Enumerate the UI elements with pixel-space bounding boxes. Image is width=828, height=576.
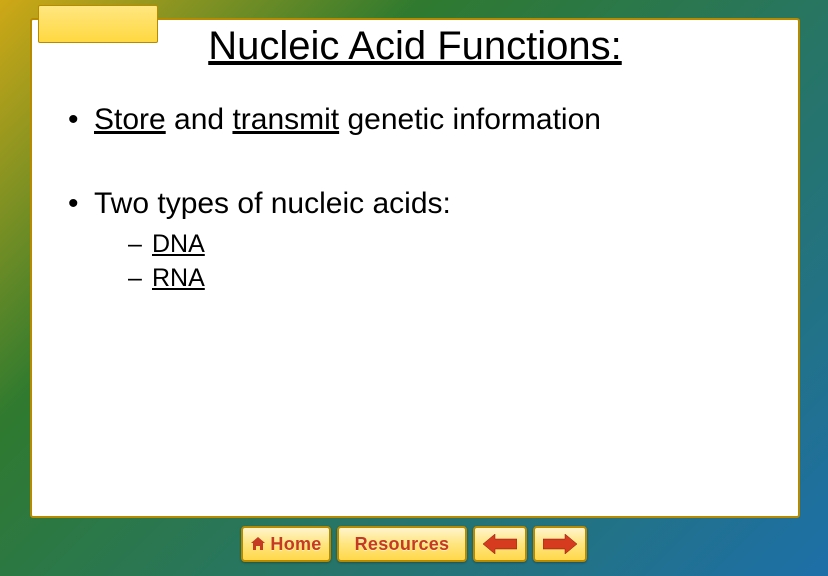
corner-tab (38, 5, 158, 43)
home-button[interactable]: Home (241, 526, 331, 562)
resources-label: Resources (355, 534, 450, 555)
sub-item-rna: RNA (128, 262, 772, 296)
bullet-text: genetic information (339, 103, 601, 136)
home-icon (250, 537, 266, 551)
bullet-item-2: Two types of nucleic acids: DNA RNA (68, 185, 772, 296)
nav-bar: Home Resources (0, 522, 828, 566)
bullet-list: Store and transmit genetic information T… (32, 77, 798, 296)
underline-word-rna: RNA (152, 264, 205, 292)
content-panel: Nucleic Acid Functions: Store and transm… (30, 18, 800, 518)
next-button[interactable] (533, 526, 587, 562)
arrow-left-icon (483, 534, 517, 554)
sub-item-dna: DNA (128, 228, 772, 262)
underline-word-dna: DNA (152, 230, 205, 258)
home-label: Home (270, 534, 321, 555)
bullet-text: Two types of nucleic acids: (94, 187, 451, 220)
slide-background: Nucleic Acid Functions: Store and transm… (0, 0, 828, 576)
sub-list: DNA RNA (94, 222, 772, 296)
bullet-item-1: Store and transmit genetic information (68, 101, 772, 139)
prev-button[interactable] (473, 526, 527, 562)
underline-word-store: Store (94, 103, 166, 136)
bullet-text: and (166, 103, 233, 136)
arrow-right-icon (543, 534, 577, 554)
underline-word-transmit: transmit (232, 103, 339, 136)
resources-button[interactable]: Resources (337, 526, 467, 562)
